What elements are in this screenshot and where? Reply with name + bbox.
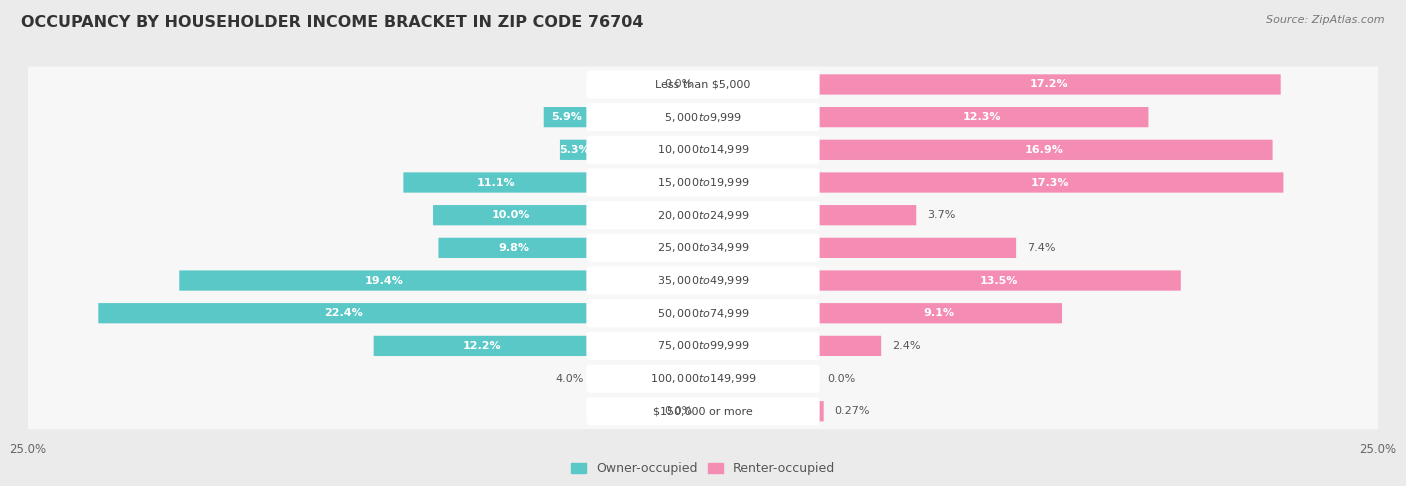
Text: 0.27%: 0.27% bbox=[835, 406, 870, 416]
FancyBboxPatch shape bbox=[433, 205, 589, 226]
FancyBboxPatch shape bbox=[586, 234, 820, 262]
FancyBboxPatch shape bbox=[18, 295, 1388, 331]
FancyBboxPatch shape bbox=[18, 165, 1388, 201]
Text: 0.0%: 0.0% bbox=[827, 374, 855, 383]
Text: $50,000 to $74,999: $50,000 to $74,999 bbox=[657, 307, 749, 320]
Text: 11.1%: 11.1% bbox=[477, 177, 516, 188]
FancyBboxPatch shape bbox=[586, 136, 820, 164]
Text: 10.0%: 10.0% bbox=[492, 210, 530, 220]
Text: $75,000 to $99,999: $75,000 to $99,999 bbox=[657, 339, 749, 352]
FancyBboxPatch shape bbox=[98, 303, 589, 323]
FancyBboxPatch shape bbox=[586, 332, 820, 360]
Text: $15,000 to $19,999: $15,000 to $19,999 bbox=[657, 176, 749, 189]
FancyBboxPatch shape bbox=[18, 99, 1388, 135]
FancyBboxPatch shape bbox=[817, 139, 1272, 160]
FancyBboxPatch shape bbox=[586, 266, 820, 295]
Text: 0.0%: 0.0% bbox=[664, 406, 692, 416]
Text: 12.3%: 12.3% bbox=[963, 112, 1001, 122]
Text: 7.4%: 7.4% bbox=[1026, 243, 1056, 253]
FancyBboxPatch shape bbox=[18, 393, 1388, 429]
FancyBboxPatch shape bbox=[374, 336, 589, 356]
FancyBboxPatch shape bbox=[817, 107, 1149, 127]
Text: Source: ZipAtlas.com: Source: ZipAtlas.com bbox=[1267, 15, 1385, 25]
Text: 22.4%: 22.4% bbox=[325, 308, 363, 318]
Text: 9.8%: 9.8% bbox=[499, 243, 530, 253]
FancyBboxPatch shape bbox=[18, 132, 1388, 168]
FancyBboxPatch shape bbox=[586, 70, 820, 99]
FancyBboxPatch shape bbox=[18, 197, 1388, 233]
Legend: Owner-occupied, Renter-occupied: Owner-occupied, Renter-occupied bbox=[567, 457, 839, 481]
Text: 3.7%: 3.7% bbox=[927, 210, 956, 220]
FancyBboxPatch shape bbox=[18, 262, 1388, 298]
Text: 17.2%: 17.2% bbox=[1029, 80, 1067, 89]
FancyBboxPatch shape bbox=[817, 173, 1284, 192]
FancyBboxPatch shape bbox=[560, 139, 589, 160]
Text: 9.1%: 9.1% bbox=[924, 308, 955, 318]
Text: $20,000 to $24,999: $20,000 to $24,999 bbox=[657, 208, 749, 222]
FancyBboxPatch shape bbox=[439, 238, 589, 258]
Text: 13.5%: 13.5% bbox=[980, 276, 1018, 286]
Text: OCCUPANCY BY HOUSEHOLDER INCOME BRACKET IN ZIP CODE 76704: OCCUPANCY BY HOUSEHOLDER INCOME BRACKET … bbox=[21, 15, 644, 30]
FancyBboxPatch shape bbox=[817, 270, 1181, 291]
Text: $5,000 to $9,999: $5,000 to $9,999 bbox=[664, 111, 742, 123]
FancyBboxPatch shape bbox=[817, 303, 1062, 323]
FancyBboxPatch shape bbox=[18, 328, 1388, 364]
FancyBboxPatch shape bbox=[586, 397, 820, 425]
FancyBboxPatch shape bbox=[180, 270, 589, 291]
FancyBboxPatch shape bbox=[18, 67, 1388, 103]
FancyBboxPatch shape bbox=[586, 103, 820, 131]
Text: 16.9%: 16.9% bbox=[1025, 145, 1064, 155]
FancyBboxPatch shape bbox=[817, 238, 1017, 258]
FancyBboxPatch shape bbox=[817, 74, 1281, 95]
FancyBboxPatch shape bbox=[18, 230, 1388, 266]
Text: $100,000 to $149,999: $100,000 to $149,999 bbox=[650, 372, 756, 385]
Text: $150,000 or more: $150,000 or more bbox=[654, 406, 752, 416]
Text: $25,000 to $34,999: $25,000 to $34,999 bbox=[657, 242, 749, 254]
Text: 5.9%: 5.9% bbox=[551, 112, 582, 122]
Text: 19.4%: 19.4% bbox=[366, 276, 404, 286]
Text: 4.0%: 4.0% bbox=[555, 374, 585, 383]
FancyBboxPatch shape bbox=[817, 205, 917, 226]
FancyBboxPatch shape bbox=[18, 361, 1388, 397]
Text: $10,000 to $14,999: $10,000 to $14,999 bbox=[657, 143, 749, 156]
FancyBboxPatch shape bbox=[817, 401, 824, 421]
Text: 2.4%: 2.4% bbox=[891, 341, 921, 351]
Text: 17.3%: 17.3% bbox=[1031, 177, 1069, 188]
Text: 5.3%: 5.3% bbox=[560, 145, 591, 155]
FancyBboxPatch shape bbox=[404, 173, 589, 192]
Text: $35,000 to $49,999: $35,000 to $49,999 bbox=[657, 274, 749, 287]
FancyBboxPatch shape bbox=[586, 201, 820, 229]
Text: 0.0%: 0.0% bbox=[664, 80, 692, 89]
FancyBboxPatch shape bbox=[544, 107, 589, 127]
FancyBboxPatch shape bbox=[586, 364, 820, 393]
Text: 12.2%: 12.2% bbox=[463, 341, 501, 351]
FancyBboxPatch shape bbox=[586, 299, 820, 327]
FancyBboxPatch shape bbox=[586, 169, 820, 196]
Text: Less than $5,000: Less than $5,000 bbox=[655, 80, 751, 89]
FancyBboxPatch shape bbox=[817, 336, 882, 356]
